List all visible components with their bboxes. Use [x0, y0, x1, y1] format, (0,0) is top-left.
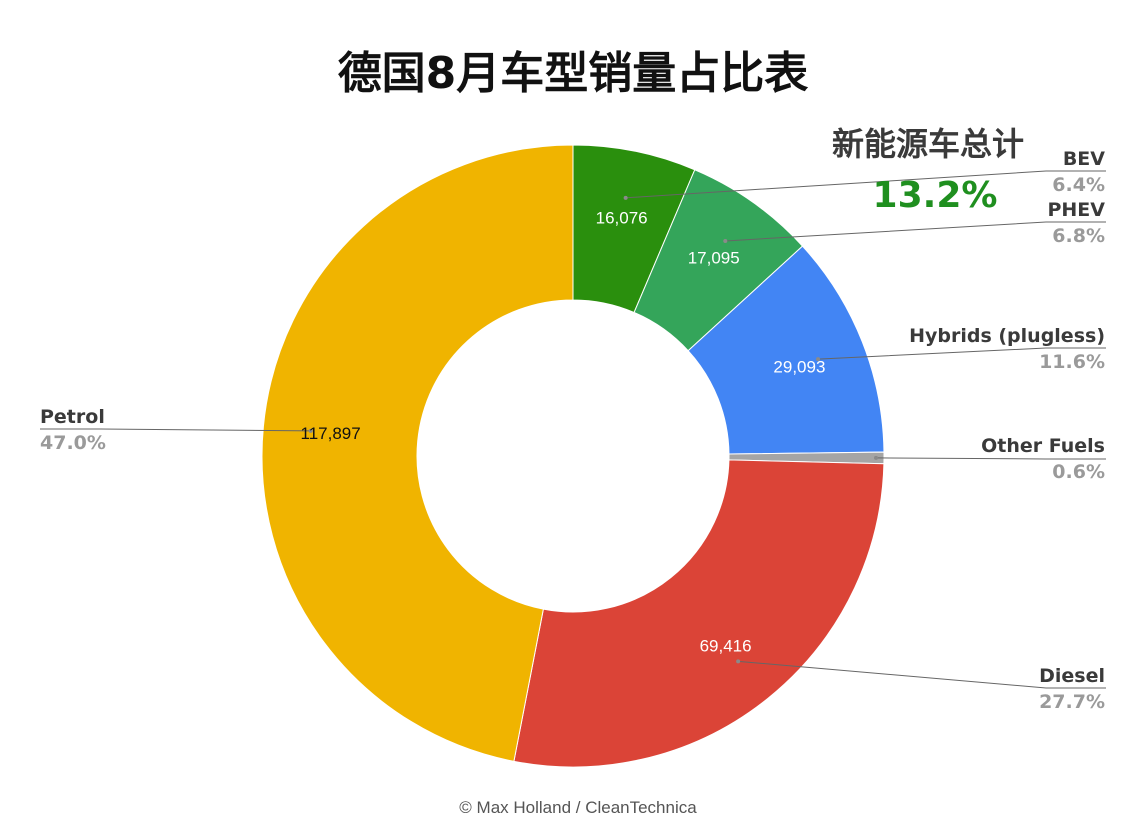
leader-dot-other-fuels: [873, 455, 878, 460]
side-label-name-bev: BEV: [1063, 148, 1105, 170]
slice-value-labels: 16,076 17,095 29,093 69,416 117,897: [301, 208, 826, 655]
nev-total-label: 新能源车总计: [832, 125, 1024, 163]
leader-dot-phev: [723, 238, 728, 243]
leader-line-other-fuels: [875, 457, 1106, 460]
value-label-bev: 16,076: [596, 208, 648, 227]
value-label-diesel: 69,416: [700, 637, 752, 656]
value-label-phev: 17,095: [688, 248, 740, 267]
side-label-name-phev: PHEV: [1047, 199, 1105, 221]
side-label-percent-hybrids-plugless: 11.6%: [1039, 351, 1105, 373]
side-label-name-diesel: Diesel: [1039, 665, 1105, 687]
label-leader-lines: [40, 170, 1106, 689]
credit-text: © Max Holland / CleanTechnica: [459, 798, 697, 817]
nev-total-value: 13.2%: [873, 175, 998, 216]
chart-title: 德国8月车型销量占比表: [338, 48, 809, 99]
side-label-name-petrol: Petrol: [40, 406, 105, 428]
leader-dot-bev: [623, 195, 628, 200]
leader-dot-hybrids-plugless: [816, 357, 821, 362]
side-label-name-other-fuels: Other Fuels: [981, 435, 1105, 457]
leader-line-phev: [725, 221, 1106, 242]
value-label-hybrids-plugless: 29,093: [773, 357, 825, 376]
leader-dot-petrol: [308, 428, 313, 433]
leader-line-petrol: [40, 428, 311, 432]
side-label-percent-bev: 6.4%: [1052, 174, 1105, 196]
leader-line-diesel: [738, 660, 1106, 689]
leader-line-hybrids-plugless: [818, 347, 1106, 360]
side-label-percent-other-fuels: 0.6%: [1052, 461, 1105, 483]
slice-hybrids-plugless: [687, 245, 885, 455]
side-label-percent-diesel: 27.7%: [1039, 691, 1105, 713]
value-label-petrol: 117,897: [301, 424, 361, 443]
leader-dot-diesel: [736, 659, 741, 664]
slice-diesel: [513, 459, 885, 768]
side-label-name-hybrids-plugless: Hybrids (plugless): [909, 325, 1105, 347]
side-label-percent-phev: 6.8%: [1052, 225, 1105, 247]
side-label-percent-petrol: 47.0%: [40, 432, 106, 454]
leader-line-bev: [625, 170, 1106, 199]
slice-petrol: [261, 144, 574, 762]
slice-side-labels: BEV 6.4% PHEV 6.8% Hybrids (plugless) 11.6% Ot…: [40, 148, 1105, 713]
donut-slices: [261, 144, 885, 768]
